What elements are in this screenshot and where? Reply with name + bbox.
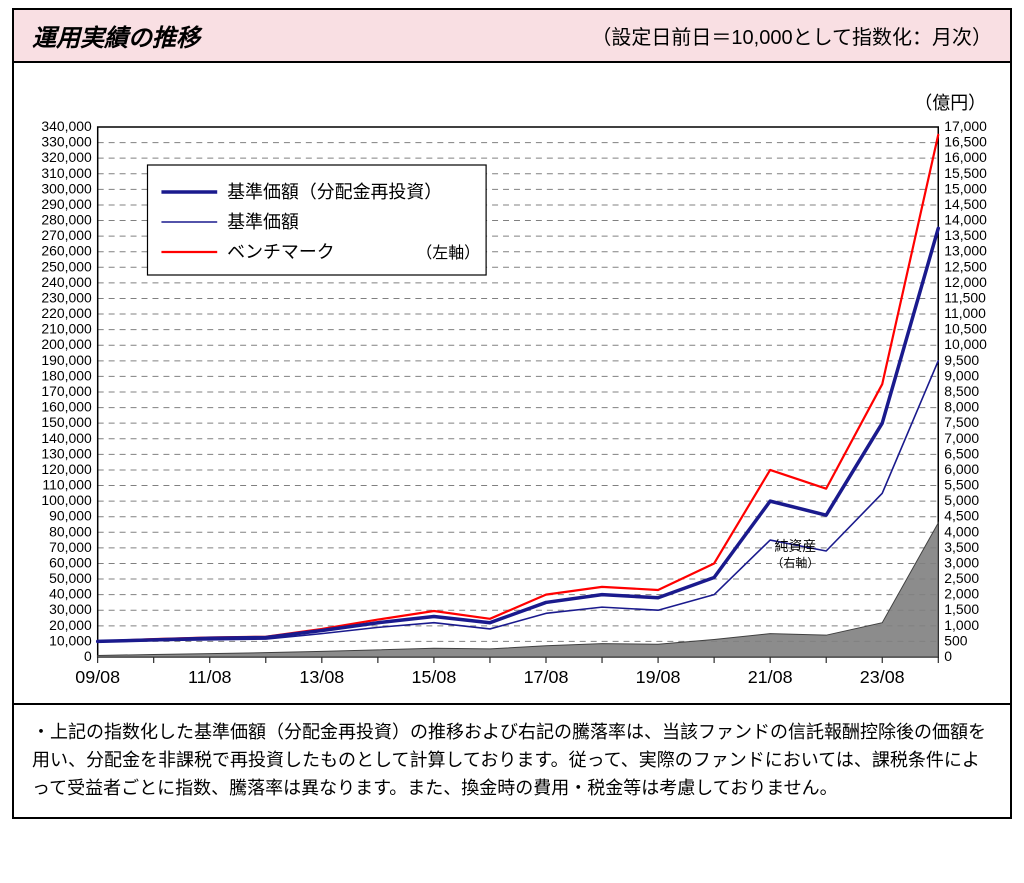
svg-text:基準価額（分配金再投資）: 基準価額（分配金再投資）	[227, 182, 442, 202]
svg-text:290,000: 290,000	[41, 196, 92, 212]
svg-text:130,000: 130,000	[41, 445, 92, 461]
svg-text:100,000: 100,000	[41, 492, 92, 508]
svg-text:240,000: 240,000	[41, 274, 92, 290]
svg-text:0: 0	[944, 648, 952, 664]
svg-text:8,500: 8,500	[944, 383, 979, 399]
footnote-text: ・上記の指数化した基準価額（分配金再投資）の推移および右記の騰落率は、当該ファン…	[32, 722, 986, 798]
svg-text:13,500: 13,500	[944, 227, 987, 243]
svg-text:16,500: 16,500	[944, 134, 987, 150]
svg-text:17,000: 17,000	[944, 118, 987, 134]
svg-text:310,000: 310,000	[41, 165, 92, 181]
svg-text:（左軸）: （左軸）	[416, 244, 480, 262]
svg-text:40,000: 40,000	[49, 586, 92, 602]
svg-text:320,000: 320,000	[41, 149, 92, 165]
svg-text:11/08: 11/08	[188, 667, 232, 687]
svg-text:330,000: 330,000	[41, 134, 92, 150]
svg-text:90,000: 90,000	[49, 508, 92, 524]
title-right: （設定日前日＝10,000として指数化：月次）	[591, 21, 992, 50]
svg-text:17/08: 17/08	[524, 667, 569, 687]
chart-area: （億円）010,00020,00030,00040,00050,00060,00…	[14, 63, 1010, 703]
svg-text:9,000: 9,000	[944, 367, 979, 383]
svg-text:3,500: 3,500	[944, 539, 979, 555]
svg-text:16,000: 16,000	[944, 149, 987, 165]
svg-text:14,000: 14,000	[944, 212, 987, 228]
svg-text:10,000: 10,000	[944, 336, 987, 352]
svg-text:4,000: 4,000	[944, 523, 979, 539]
svg-text:ベンチマーク: ベンチマーク	[227, 242, 335, 262]
svg-text:160,000: 160,000	[41, 399, 92, 415]
svg-text:120,000: 120,000	[41, 461, 92, 477]
svg-text:14,500: 14,500	[944, 196, 987, 212]
svg-text:1,500: 1,500	[944, 601, 979, 617]
svg-text:180,000: 180,000	[41, 367, 92, 383]
svg-text:23/08: 23/08	[860, 667, 905, 687]
svg-text:13,000: 13,000	[944, 243, 987, 259]
title-bar: 運用実績の推移 （設定日前日＝10,000として指数化：月次）	[14, 10, 1010, 63]
svg-text:20,000: 20,000	[49, 617, 92, 633]
svg-text:140,000: 140,000	[41, 430, 92, 446]
svg-text:10,500: 10,500	[944, 321, 987, 337]
svg-text:11,000: 11,000	[944, 305, 986, 321]
svg-text:230,000: 230,000	[41, 289, 92, 305]
svg-text:6,000: 6,000	[944, 461, 979, 477]
svg-text:12,000: 12,000	[944, 274, 987, 290]
line-chart: （億円）010,00020,00030,00040,00050,00060,00…	[24, 73, 1000, 697]
svg-text:（右軸）: （右軸）	[771, 555, 819, 570]
svg-text:150,000: 150,000	[41, 414, 92, 430]
footnote-box: ・上記の指数化した基準価額（分配金再投資）の推移および右記の騰落率は、当該ファン…	[14, 703, 1010, 817]
svg-text:19/08: 19/08	[636, 667, 681, 687]
svg-text:260,000: 260,000	[41, 243, 92, 259]
svg-text:基準価額: 基準価額	[227, 212, 299, 232]
svg-text:60,000: 60,000	[49, 554, 92, 570]
svg-text:70,000: 70,000	[49, 539, 92, 555]
svg-text:21/08: 21/08	[748, 667, 793, 687]
svg-text:1,000: 1,000	[944, 617, 979, 633]
svg-text:2,000: 2,000	[944, 586, 979, 602]
svg-text:80,000: 80,000	[49, 523, 92, 539]
svg-text:5,500: 5,500	[944, 477, 979, 493]
svg-text:250,000: 250,000	[41, 258, 92, 274]
svg-text:純資産: 純資産	[774, 538, 816, 554]
title-left: 運用実績の推移	[32, 18, 200, 53]
svg-text:09/08: 09/08	[75, 667, 120, 687]
svg-text:500: 500	[944, 632, 967, 648]
svg-text:210,000: 210,000	[41, 321, 92, 337]
svg-text:270,000: 270,000	[41, 227, 92, 243]
svg-text:280,000: 280,000	[41, 212, 92, 228]
svg-text:13/08: 13/08	[299, 667, 344, 687]
svg-text:110,000: 110,000	[42, 477, 92, 493]
svg-text:200,000: 200,000	[41, 336, 92, 352]
svg-text:8,000: 8,000	[944, 399, 979, 415]
svg-text:2,500: 2,500	[944, 570, 979, 586]
svg-text:12,500: 12,500	[944, 258, 987, 274]
svg-text:190,000: 190,000	[41, 352, 92, 368]
svg-text:9,500: 9,500	[944, 352, 979, 368]
svg-text:0: 0	[84, 648, 92, 664]
svg-text:15/08: 15/08	[411, 667, 456, 687]
svg-text:7,500: 7,500	[944, 414, 979, 430]
svg-text:（億円）: （億円）	[914, 93, 986, 113]
svg-text:15,000: 15,000	[944, 180, 987, 196]
svg-text:170,000: 170,000	[41, 383, 92, 399]
svg-text:15,500: 15,500	[944, 165, 987, 181]
svg-text:300,000: 300,000	[41, 180, 92, 196]
svg-text:4,500: 4,500	[944, 508, 979, 524]
svg-text:30,000: 30,000	[49, 601, 92, 617]
svg-text:7,000: 7,000	[944, 430, 979, 446]
svg-text:11,500: 11,500	[944, 289, 986, 305]
svg-text:50,000: 50,000	[49, 570, 92, 586]
svg-text:6,500: 6,500	[944, 445, 979, 461]
svg-text:3,000: 3,000	[944, 554, 979, 570]
document-frame: 運用実績の推移 （設定日前日＝10,000として指数化：月次） （億円）010,…	[12, 8, 1012, 819]
svg-text:340,000: 340,000	[41, 118, 92, 134]
svg-text:220,000: 220,000	[41, 305, 92, 321]
svg-text:10,000: 10,000	[49, 632, 92, 648]
svg-text:5,000: 5,000	[944, 492, 979, 508]
